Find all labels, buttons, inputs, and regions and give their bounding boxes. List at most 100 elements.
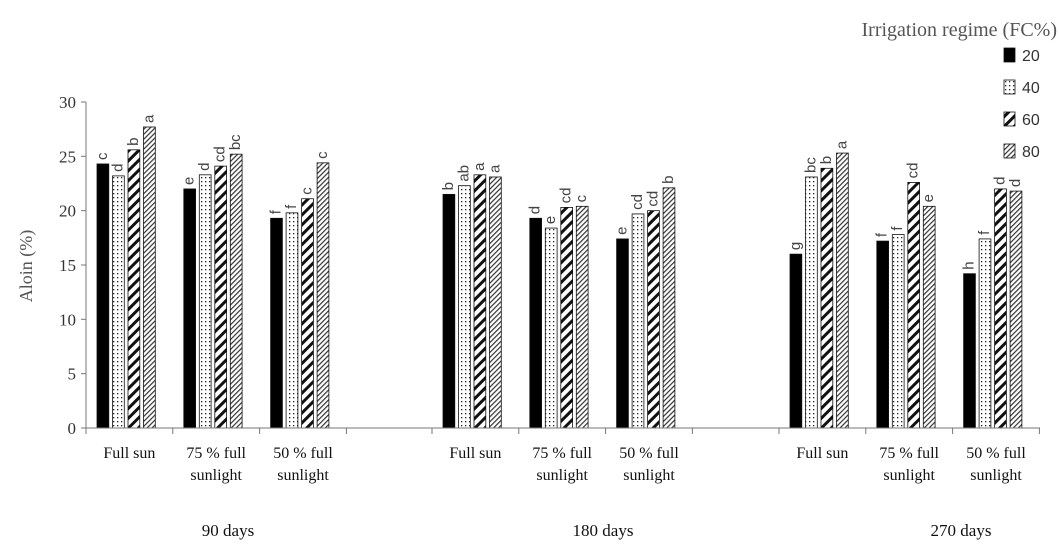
legend-title: Irrigation regime (FC%) bbox=[862, 19, 1058, 41]
significance-letter: cd bbox=[645, 191, 662, 207]
y-axis-label: Aloin (%) bbox=[16, 230, 37, 302]
significance-letter: bc bbox=[802, 157, 819, 173]
bar-80 bbox=[836, 152, 849, 429]
bar-20 bbox=[442, 193, 456, 429]
y-tick-label: 25 bbox=[59, 147, 76, 166]
significance-letter: cd bbox=[558, 188, 575, 204]
significance-letter: b bbox=[818, 156, 835, 164]
significance-letter: cd bbox=[212, 146, 229, 162]
category-label: sunlight bbox=[536, 467, 588, 484]
category-label: sunlight bbox=[970, 467, 1022, 484]
bar-20 bbox=[183, 188, 197, 429]
legend-swatch-40 bbox=[1003, 79, 1016, 95]
significance-letter: e bbox=[542, 216, 559, 224]
category-label: 75 % full bbox=[186, 445, 246, 462]
y-tick-label: 0 bbox=[68, 419, 77, 438]
bar-20 bbox=[270, 217, 283, 429]
significance-letter: a bbox=[471, 162, 488, 171]
significance-letter: f bbox=[283, 204, 300, 209]
significance-letter: d bbox=[527, 206, 544, 214]
bar-80 bbox=[1009, 190, 1023, 429]
bar-40 bbox=[978, 238, 992, 429]
category-label: sunlight bbox=[277, 467, 329, 484]
significance-letter: d bbox=[992, 177, 1009, 185]
significance-letter: a bbox=[140, 114, 157, 123]
bar-80 bbox=[316, 162, 330, 429]
bar-40 bbox=[112, 175, 125, 429]
bar-80 bbox=[143, 126, 156, 429]
bar-80 bbox=[662, 187, 676, 429]
category-label: Full sun bbox=[449, 445, 501, 462]
significance-letter: h bbox=[961, 261, 978, 269]
legend: Irrigation regime (FC%) 20 40 60 80 bbox=[862, 19, 1058, 161]
bar-60 bbox=[907, 182, 920, 429]
period-label: 270 days bbox=[931, 521, 992, 540]
significance-letter: b bbox=[440, 182, 457, 190]
significance-letter: c bbox=[299, 187, 316, 195]
significance-letter: f bbox=[889, 226, 906, 231]
bar-20 bbox=[96, 163, 110, 429]
significance-letter: c bbox=[94, 152, 111, 160]
significance-letter: c bbox=[573, 194, 590, 202]
bar-20 bbox=[963, 273, 976, 429]
y-tick-label: 30 bbox=[59, 93, 76, 112]
legend-swatch-60 bbox=[1003, 111, 1016, 127]
period-label: 90 days bbox=[202, 521, 254, 540]
bar-20 bbox=[789, 253, 803, 429]
bar-60 bbox=[820, 167, 834, 429]
bar-80 bbox=[229, 153, 243, 429]
category-label: 50 % full bbox=[619, 445, 679, 462]
category-label: 50 % full bbox=[966, 445, 1026, 462]
x-axis: Full sun 75 % full sunlight 50 % full sunlig… bbox=[85, 427, 1040, 540]
significance-letter: f bbox=[268, 209, 285, 214]
significance-letter: f bbox=[874, 232, 891, 237]
bar-40 bbox=[544, 227, 558, 429]
significance-letter: d bbox=[109, 164, 126, 172]
bar-80 bbox=[575, 205, 589, 429]
significance-letter: b bbox=[125, 137, 142, 145]
significance-letter: a bbox=[833, 140, 850, 149]
bar-60 bbox=[994, 188, 1007, 429]
bars-layer: cdbaedcdbcffccbabaadecdcecdcdbgbcbaffcde… bbox=[94, 114, 1024, 429]
bar-60 bbox=[647, 210, 660, 429]
bar-60 bbox=[473, 174, 487, 429]
bar-60 bbox=[214, 165, 228, 429]
bar-60 bbox=[560, 207, 573, 429]
significance-letter: f bbox=[976, 230, 993, 235]
bar-40 bbox=[805, 176, 818, 429]
bar-20 bbox=[529, 217, 542, 429]
category-label: sunlight bbox=[190, 467, 242, 484]
category-label: sunlight bbox=[623, 467, 675, 484]
category-label: 75 % full bbox=[879, 445, 939, 462]
significance-letter: cd bbox=[629, 194, 646, 210]
significance-letter: ab bbox=[455, 165, 472, 182]
bar-40 bbox=[458, 185, 471, 429]
legend-swatch-80 bbox=[1003, 143, 1016, 159]
period-label: 180 days bbox=[573, 521, 634, 540]
legend-label-60: 60 bbox=[1022, 112, 1040, 129]
significance-letter: a bbox=[486, 164, 503, 173]
bar-40 bbox=[285, 212, 299, 429]
bar-20 bbox=[876, 240, 889, 429]
y-tick-label: 10 bbox=[59, 310, 76, 329]
bar-60 bbox=[301, 198, 314, 429]
significance-letter: b bbox=[660, 176, 677, 184]
significance-letter: g bbox=[787, 242, 804, 250]
legend-label-40: 40 bbox=[1022, 80, 1040, 97]
significance-letter: e bbox=[181, 177, 198, 185]
bar-40 bbox=[891, 234, 905, 429]
category-label: 75 % full bbox=[532, 445, 592, 462]
bar-40 bbox=[631, 213, 645, 429]
significance-letter: e bbox=[920, 194, 937, 202]
y-axis: 0 5 10 15 20 25 30 bbox=[59, 93, 87, 438]
y-tick-label: 20 bbox=[59, 202, 76, 221]
significance-letter: d bbox=[1007, 179, 1024, 187]
y-tick-label: 5 bbox=[68, 365, 77, 384]
legend-label-80: 80 bbox=[1022, 144, 1040, 161]
significance-letter: e bbox=[614, 227, 631, 235]
bar-20 bbox=[616, 238, 629, 429]
bar-80 bbox=[922, 205, 936, 429]
category-label: Full sun bbox=[796, 445, 848, 462]
